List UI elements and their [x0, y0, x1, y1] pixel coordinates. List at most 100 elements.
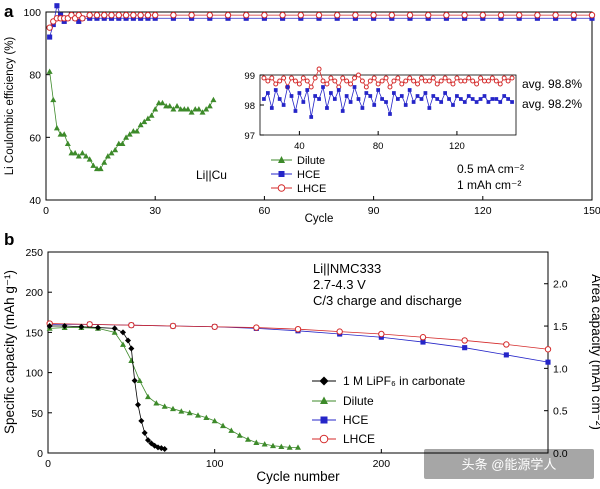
point-hce [395, 97, 400, 101]
point-lhce [243, 11, 250, 19]
point-lhce [406, 11, 414, 19]
panel-b-voltage-annotation: 2.7-4.3 V [313, 277, 366, 292]
inset-x-tick-label: 80 [373, 141, 384, 152]
panel-a-y-tick-label: 100 [23, 7, 41, 19]
panel-b-y2-tick-label: 2.0 [553, 279, 568, 291]
point-hce [411, 100, 416, 104]
point-hce [372, 103, 377, 107]
series-hce-line [49, 4, 592, 38]
legend-b-lhce-label: LHCE [343, 432, 375, 446]
point-lhce [442, 75, 448, 81]
panel-b-y-tick-label: 250 [25, 247, 43, 259]
point-dilute [210, 96, 217, 103]
point-dilute [111, 329, 118, 335]
point-dilute [261, 441, 268, 447]
point-hce [293, 109, 298, 113]
point-hce [474, 100, 479, 104]
point-hce [399, 94, 404, 98]
inset-avg-hce: avg. 98.2% [522, 97, 582, 111]
point-dilute [61, 131, 68, 137]
point-lhce [391, 78, 397, 84]
point-lhce [312, 75, 318, 81]
point-dilute [161, 403, 168, 409]
point-lhce [122, 11, 130, 19]
panel-b: b 0 100 200 0 50 100 150 200 250 0.0 0.5 1.0 1.5 2.… [2, 230, 600, 484]
point-dilute [46, 68, 53, 74]
panel-a-y-ticks: 40 60 80 100 [23, 7, 50, 207]
point-dilute [270, 442, 276, 449]
point-lhce [450, 81, 456, 87]
panel-b-y-tick-label: 50 [31, 408, 43, 420]
point-dilute [145, 393, 151, 400]
legend-b-dilute-label: Dilute [343, 394, 374, 408]
point-hce [360, 106, 365, 110]
inset-x-tick-label: 120 [449, 141, 465, 152]
point-hce [289, 94, 294, 98]
point-dilute [134, 128, 140, 134]
panel-b-y-tick-label: 200 [25, 287, 43, 299]
panel-b-frame [47, 251, 549, 454]
point-lhce [458, 78, 464, 84]
point-dilute [90, 162, 97, 168]
point-lhce [115, 11, 123, 19]
point-hce [269, 106, 274, 110]
panel-a-y-tick-label: 40 [29, 195, 41, 207]
point-hce [451, 103, 455, 107]
point-lhce [434, 81, 440, 87]
legend-b-hce-marker [320, 416, 328, 424]
point-hce [325, 106, 329, 110]
point-dilute [236, 432, 243, 438]
point-lhce [570, 11, 577, 19]
point-hce [392, 91, 396, 95]
point-lhce [544, 346, 552, 353]
point-lhce [501, 75, 507, 81]
point-1-m-lipf-in-carbonate [131, 377, 138, 384]
panel-a-x-tick-label: 120 [474, 205, 492, 217]
panel-b-cell-annotation: Li||NMC333 [313, 261, 381, 276]
point-hce [466, 94, 471, 98]
point-dilute [159, 99, 166, 106]
point-lhce [137, 11, 144, 19]
point-hce [458, 97, 463, 101]
point-1-m-lipf-in-carbonate [128, 345, 135, 352]
point-hce [494, 97, 499, 101]
point-lhce [315, 11, 323, 19]
point-dilute [72, 150, 79, 156]
point-dilute [170, 106, 177, 112]
point-hce [388, 112, 392, 116]
point-lhce [415, 81, 421, 87]
point-lhce [152, 11, 159, 19]
point-1-m-lipf-in-carbonate [141, 429, 148, 436]
point-hce [273, 88, 278, 92]
series-1-m-lipf-in-carbonate-line [49, 325, 165, 450]
point-lhce [297, 11, 304, 19]
panel-b-label: b [4, 230, 14, 249]
point-dilute [101, 159, 108, 165]
point-hce [281, 103, 286, 107]
point-1-m-lipf-in-carbonate [95, 324, 101, 331]
point-dilute [153, 400, 160, 406]
point-lhce [516, 11, 523, 19]
series-hce-line [263, 85, 513, 118]
point-hce [309, 115, 314, 119]
point-lhce [461, 337, 468, 344]
legend-hce-label: HCE [297, 169, 320, 181]
point-lhce [462, 78, 468, 84]
point-lhce [324, 81, 330, 87]
panel-a-x-tick-label: 150 [583, 205, 600, 217]
point-lhce [79, 15, 86, 22]
panel-b-x-ticks: 0 100 200 [45, 449, 390, 470]
point-lhce [379, 78, 385, 84]
panel-b-y2-tick-label: 0.5 [553, 406, 568, 418]
point-dilute [50, 96, 57, 103]
panel-b-y2-tick-label: 1.0 [553, 363, 568, 375]
legend-dilute-label: Dilute [297, 155, 325, 167]
point-lhce [304, 78, 310, 84]
point-dilute [136, 377, 143, 384]
point-lhce [497, 11, 505, 19]
point-dilute [166, 103, 173, 109]
point-hce [321, 85, 325, 89]
point-dilute [128, 357, 135, 363]
point-lhce [334, 11, 341, 19]
